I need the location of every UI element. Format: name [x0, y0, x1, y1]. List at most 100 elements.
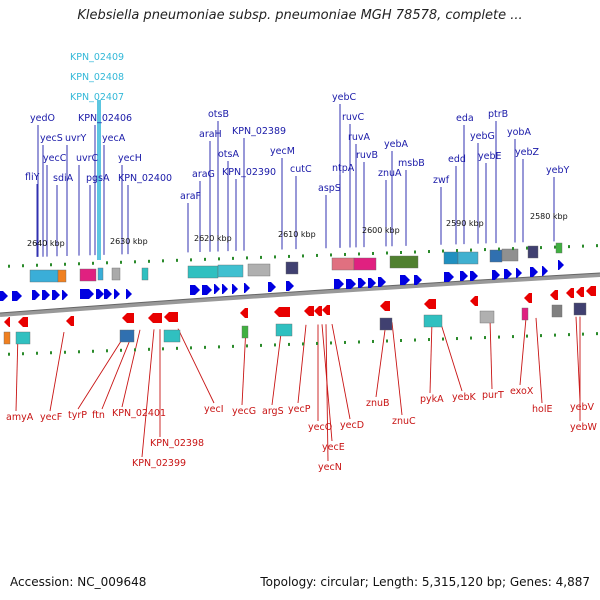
reverse-gene-arrow [314, 306, 322, 316]
gene-label-forward: ptrB [488, 109, 508, 120]
minor-tick [78, 350, 80, 354]
reverse-label-line [101, 329, 135, 410]
minor-tick [540, 246, 542, 250]
gene-label-reverse: tyrP [68, 410, 87, 421]
minor-tick [386, 251, 388, 255]
forward-gene-arrow [460, 271, 468, 281]
forward-gene-arrow [96, 289, 104, 299]
minor-tick [428, 250, 430, 254]
minor-tick [470, 336, 472, 340]
gene-label-forward: ruvA [348, 132, 371, 143]
minor-tick [316, 341, 318, 345]
forward-gene-arrow [42, 290, 50, 300]
reverse-gene-arrow [164, 312, 178, 322]
minor-tick [386, 339, 388, 343]
minor-tick [120, 260, 122, 264]
minor-tick [190, 346, 192, 350]
forward-gene-arrow [32, 290, 40, 300]
forward-gene-arrow [368, 278, 376, 288]
reverse-label-line [391, 322, 403, 416]
minor-tick [232, 256, 234, 260]
reverse-gene-arrow [18, 317, 28, 327]
minor-tick [358, 252, 360, 256]
minor-tick [596, 332, 598, 336]
forward-gene-arrow [232, 284, 238, 294]
gene-arrows [0, 260, 596, 327]
gene-label-forward: yebA [384, 139, 408, 150]
feature-block [247, 263, 271, 277]
gene-label-forward: ntpA [332, 163, 355, 174]
reverse-label-line [297, 324, 307, 404]
feature-block [241, 325, 249, 339]
minor-tick [8, 264, 10, 268]
forward-gene-arrow [12, 291, 22, 301]
minor-tick [260, 343, 262, 347]
minor-tick [554, 245, 556, 249]
forward-gene-arrow [492, 270, 500, 280]
feature-block [551, 304, 563, 318]
minor-tick [22, 352, 24, 356]
gene-label-reverse: KPN_02401 [112, 408, 166, 419]
minor-tick [344, 340, 346, 344]
gene-label-forward: yebC [332, 92, 356, 103]
minor-tick [260, 255, 262, 259]
gene-label-forward: yebZ [515, 147, 539, 158]
highlight-bar [97, 100, 101, 260]
feature-block [353, 257, 377, 271]
gene-label-reverse: holE [532, 404, 552, 415]
forward-gene-arrow [0, 291, 8, 301]
gene-label-reverse: yecE [322, 442, 345, 453]
backbone-line [0, 273, 600, 317]
minor-tick [92, 349, 94, 353]
feature-block [379, 317, 393, 331]
minor-tick [442, 337, 444, 341]
reverse-gene-arrow [576, 287, 584, 297]
gene-label-highlight: KPN_02409 [70, 52, 124, 63]
gene-label-reverse: exoX [510, 386, 534, 397]
gene-label-reverse: ftn [92, 410, 105, 421]
forward-gene-arrow [190, 285, 200, 295]
minor-tick [456, 249, 458, 253]
minor-tick [204, 345, 206, 349]
minor-tick [106, 349, 108, 353]
feature-block [501, 248, 519, 262]
minor-tick [540, 334, 542, 338]
reverse-label-line [519, 318, 527, 386]
minor-tick [218, 345, 220, 349]
reverse-gene-arrow [122, 313, 134, 323]
minor-tick [288, 254, 290, 258]
feature-block [97, 267, 104, 281]
minor-tick [526, 246, 528, 250]
feature-block [217, 264, 244, 278]
minor-tick [190, 258, 192, 262]
gene-label-reverse: yebK [452, 392, 476, 403]
gene-label-reverse: znuC [392, 416, 416, 427]
minor-tick [50, 263, 52, 267]
gene-label-reverse: yecI [204, 404, 224, 415]
forward-gene-arrow [400, 275, 410, 285]
minor-tick [232, 344, 234, 348]
minor-tick [330, 253, 332, 257]
gene-label-reverse: KPN_02399 [132, 458, 186, 469]
minor-tick [484, 248, 486, 252]
reverse-gene-arrow [274, 307, 290, 317]
reverse-gene-arrow [322, 305, 330, 315]
reverse-gene-arrow [566, 288, 574, 298]
gene-label-forward: yobA [507, 127, 531, 138]
gene-label-reverse: yecD [340, 420, 364, 431]
reverse-gene-arrow [148, 313, 162, 323]
feature-block [57, 269, 67, 283]
minor-tick [64, 262, 66, 266]
feature-block [119, 329, 135, 343]
feature-block [331, 257, 355, 271]
scale-tick-label: 2580 kbp [530, 212, 568, 221]
reverse-gene-arrow [550, 290, 558, 300]
reverse-gene-arrow [424, 299, 436, 309]
feature-block [29, 269, 59, 283]
gene-label-forward: sdiA [53, 173, 74, 184]
gene-label-highlight: KPN_02408 [70, 72, 124, 83]
reverse-gene-arrow [586, 286, 596, 296]
reverse-gene-arrow [304, 306, 314, 316]
minor-tick [512, 335, 514, 339]
reverse-label-line [241, 326, 247, 406]
